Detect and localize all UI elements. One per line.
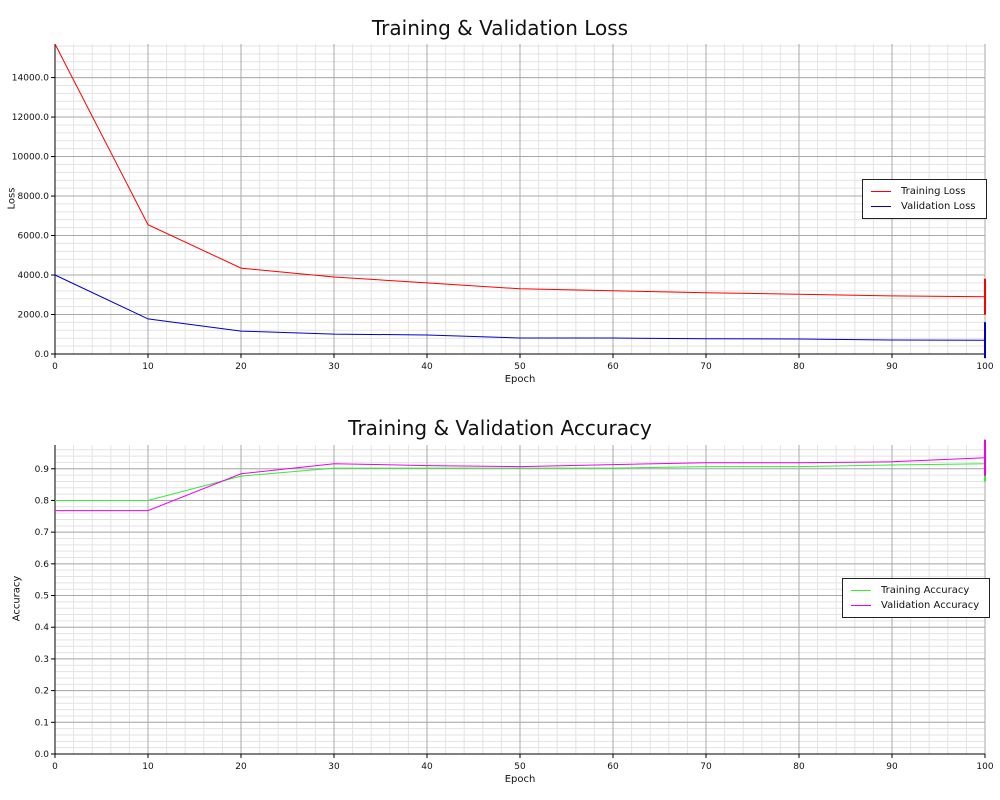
- loss-series-line-1: [54, 274, 986, 341]
- accuracy-x-tick-label: 80: [793, 762, 805, 772]
- accuracy-chart: Training & Validation Accuracy 0 10 20 30 40…: [0, 400, 1000, 800]
- legend-swatch: [851, 605, 871, 606]
- accuracy-x-axis-label: Epoch: [504, 774, 536, 785]
- legend-swatch: [871, 206, 891, 207]
- loss-x-tick-label: 30: [328, 362, 340, 372]
- accuracy-y-tick-label: 0.5: [35, 592, 49, 602]
- loss-plot-area: 0 10 20 30 40 50 60 70 80 90 100 0.0 2000.0 4000.0 600…: [12, 43, 994, 372]
- accuracy-y-tick-label: 0.1: [35, 718, 49, 728]
- accuracy-y-tick-label: 0.8: [35, 496, 50, 506]
- accuracy-x-tick-label: 90: [886, 762, 898, 772]
- accuracy-x-tick-label: 50: [514, 762, 526, 772]
- accuracy-y-tick-label: 0.4: [35, 623, 50, 633]
- accuracy-x-tick-label: 100: [976, 762, 993, 772]
- accuracy-x-tick-label: 30: [328, 762, 340, 772]
- loss-x-axis-label: Epoch: [504, 374, 536, 385]
- loss-y-tick-label: 4000.0: [18, 271, 50, 281]
- accuracy-series-line-0: [55, 463, 986, 501]
- accuracy-x-tick-label: 20: [235, 762, 247, 772]
- loss-y-tick-label: 2000.0: [18, 311, 50, 321]
- legend-label: Training Accuracy: [881, 585, 970, 596]
- accuracy-y-tick-label: 0.2: [35, 687, 49, 697]
- loss-y-tick-label: 12000.0: [12, 113, 49, 123]
- loss-x-tick-label: 90: [886, 362, 898, 372]
- loss-x-tick-label: 20: [235, 362, 247, 372]
- loss-y-axis-label: Loss: [6, 187, 18, 210]
- accuracy-x-tick-label: 10: [142, 762, 154, 772]
- loss-x-tick-label: 80: [793, 362, 805, 372]
- loss-y-tick-label: 6000.0: [18, 232, 50, 242]
- accuracy-x-tick-label: 0: [52, 762, 58, 772]
- legend-entry-validation-accuracy: Validation Accuracy: [851, 598, 979, 613]
- legend-label: Validation Loss: [901, 201, 976, 212]
- legend-swatch: [871, 191, 891, 192]
- loss-y-tick-label: 0.0: [35, 350, 50, 360]
- loss-x-tick-label: 100: [976, 362, 993, 372]
- accuracy-x-tick-label: 60: [607, 762, 619, 772]
- accuracy-x-tick-label: 40: [421, 762, 433, 772]
- loss-x-tick-label: 40: [421, 362, 433, 372]
- legend-entry-training-loss: Training Loss: [871, 184, 976, 199]
- accuracy-x-tick-label: 70: [700, 762, 712, 772]
- legend-label: Validation Accuracy: [881, 600, 980, 611]
- loss-x-tick-label: 70: [700, 362, 712, 372]
- loss-x-tick-label: 60: [607, 362, 619, 372]
- loss-chart: Training & Validation Loss 0 10 20 30 40 50 60…: [6, 16, 994, 385]
- loss-chart-title: Training & Validation Loss: [371, 16, 629, 40]
- accuracy-legend: Training Accuracy Validation Accuracy: [842, 578, 991, 618]
- loss-y-tick-label: 8000.0: [18, 192, 50, 202]
- loss-series-line-0: [54, 43, 986, 298]
- accuracy-y-tick-label: 0.6: [35, 560, 50, 570]
- accuracy-y-tick-label: 0.0: [35, 750, 50, 760]
- loss-x-tick-label: 10: [142, 362, 154, 372]
- legend-entry-validation-loss: Validation Loss: [871, 199, 976, 214]
- legend-entry-training-accuracy: Training Accuracy: [851, 583, 979, 598]
- legend-swatch: [851, 590, 871, 591]
- accuracy-chart-title: Training & Validation Accuracy: [348, 416, 652, 440]
- loss-legend: Training Loss Validation Loss: [862, 179, 987, 219]
- accuracy-y-tick-label: 0.7: [35, 528, 49, 538]
- legend-label: Training Loss: [901, 186, 966, 197]
- accuracy-y-axis-label: Accuracy: [11, 575, 23, 622]
- accuracy-major-grid: [54, 445, 986, 755]
- accuracy-series-line-1: [55, 457, 986, 512]
- accuracy-y-tick-label: 0.9: [35, 465, 50, 475]
- accuracy-plot-area: 0 10 20 30 40 50 60 70 80 90 100 0.0 0.1 0.2 0.3 0.4 0.5…: [35, 439, 994, 772]
- accuracy-y-tick-label: 0.3: [35, 655, 49, 665]
- loss-y-tick-label: 14000.0: [12, 74, 49, 84]
- loss-x-tick-label: 50: [514, 362, 526, 372]
- loss-x-tick-label: 0: [52, 362, 58, 372]
- loss-major-grid: [54, 44, 986, 355]
- loss-y-tick-label: 10000.0: [12, 153, 49, 163]
